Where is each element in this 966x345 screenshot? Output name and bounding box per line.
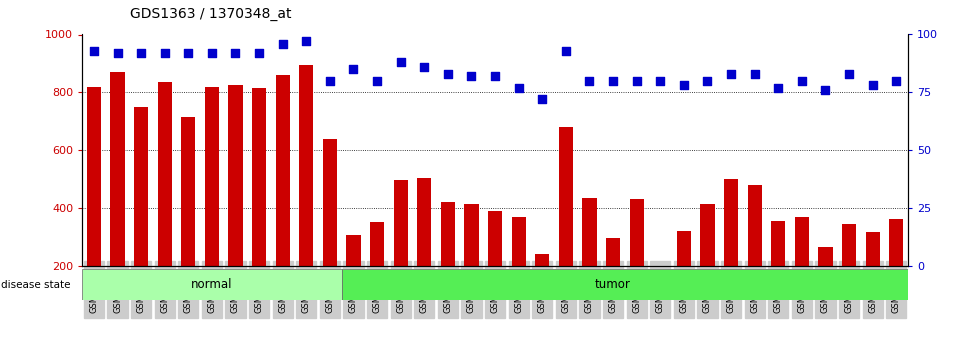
Point: [346, 66, 361, 72]
Point: [629, 78, 644, 83]
Point: [889, 78, 904, 83]
Point: [251, 50, 267, 56]
Bar: [182, 117, 195, 266]
Bar: [323, 138, 337, 266]
Point: [606, 78, 621, 83]
Point: [275, 41, 291, 47]
Point: [133, 50, 149, 56]
Point: [841, 71, 857, 77]
Point: [110, 50, 126, 56]
Bar: [653, 266, 668, 273]
Bar: [866, 233, 880, 266]
Point: [440, 71, 456, 77]
Text: normal: normal: [191, 278, 233, 291]
Bar: [110, 72, 125, 266]
Point: [534, 97, 550, 102]
Point: [653, 78, 668, 83]
Bar: [82, 269, 342, 300]
Point: [464, 73, 479, 79]
Bar: [771, 221, 785, 266]
Bar: [370, 222, 384, 266]
Bar: [87, 87, 101, 266]
Point: [181, 50, 196, 56]
Point: [393, 59, 409, 65]
Bar: [535, 254, 550, 266]
Point: [865, 82, 880, 88]
Point: [817, 87, 833, 93]
Bar: [252, 88, 267, 266]
Point: [488, 73, 503, 79]
Bar: [347, 235, 360, 266]
Point: [416, 64, 432, 70]
Bar: [512, 217, 526, 266]
Point: [724, 71, 739, 77]
Point: [323, 78, 338, 83]
Text: tumor: tumor: [595, 278, 631, 291]
Bar: [748, 185, 762, 266]
Bar: [228, 85, 242, 266]
Bar: [440, 202, 455, 266]
Text: disease state: disease state: [1, 280, 71, 289]
Bar: [818, 247, 833, 266]
Bar: [700, 204, 715, 266]
Point: [699, 78, 715, 83]
Point: [369, 78, 384, 83]
Text: GDS1363 / 1370348_at: GDS1363 / 1370348_at: [130, 7, 292, 21]
Bar: [889, 219, 903, 266]
Point: [228, 50, 243, 56]
Bar: [677, 231, 691, 266]
Bar: [842, 224, 856, 266]
Bar: [465, 204, 478, 266]
Bar: [488, 211, 502, 266]
Bar: [342, 269, 908, 300]
Point: [794, 78, 810, 83]
Point: [511, 85, 526, 90]
Bar: [393, 180, 408, 266]
Point: [558, 48, 574, 53]
Point: [676, 82, 692, 88]
Bar: [606, 238, 620, 266]
Bar: [157, 82, 172, 266]
Point: [582, 78, 597, 83]
Bar: [795, 217, 809, 266]
Point: [204, 50, 219, 56]
Bar: [558, 127, 573, 266]
Bar: [630, 199, 643, 266]
Bar: [275, 75, 290, 266]
Point: [747, 71, 762, 77]
Bar: [417, 178, 432, 266]
Point: [298, 39, 314, 44]
Bar: [724, 179, 738, 266]
Point: [771, 85, 786, 90]
Point: [156, 50, 172, 56]
Point: [86, 48, 101, 53]
Bar: [582, 198, 597, 266]
Bar: [134, 107, 148, 266]
Bar: [205, 87, 219, 266]
Bar: [299, 65, 313, 266]
